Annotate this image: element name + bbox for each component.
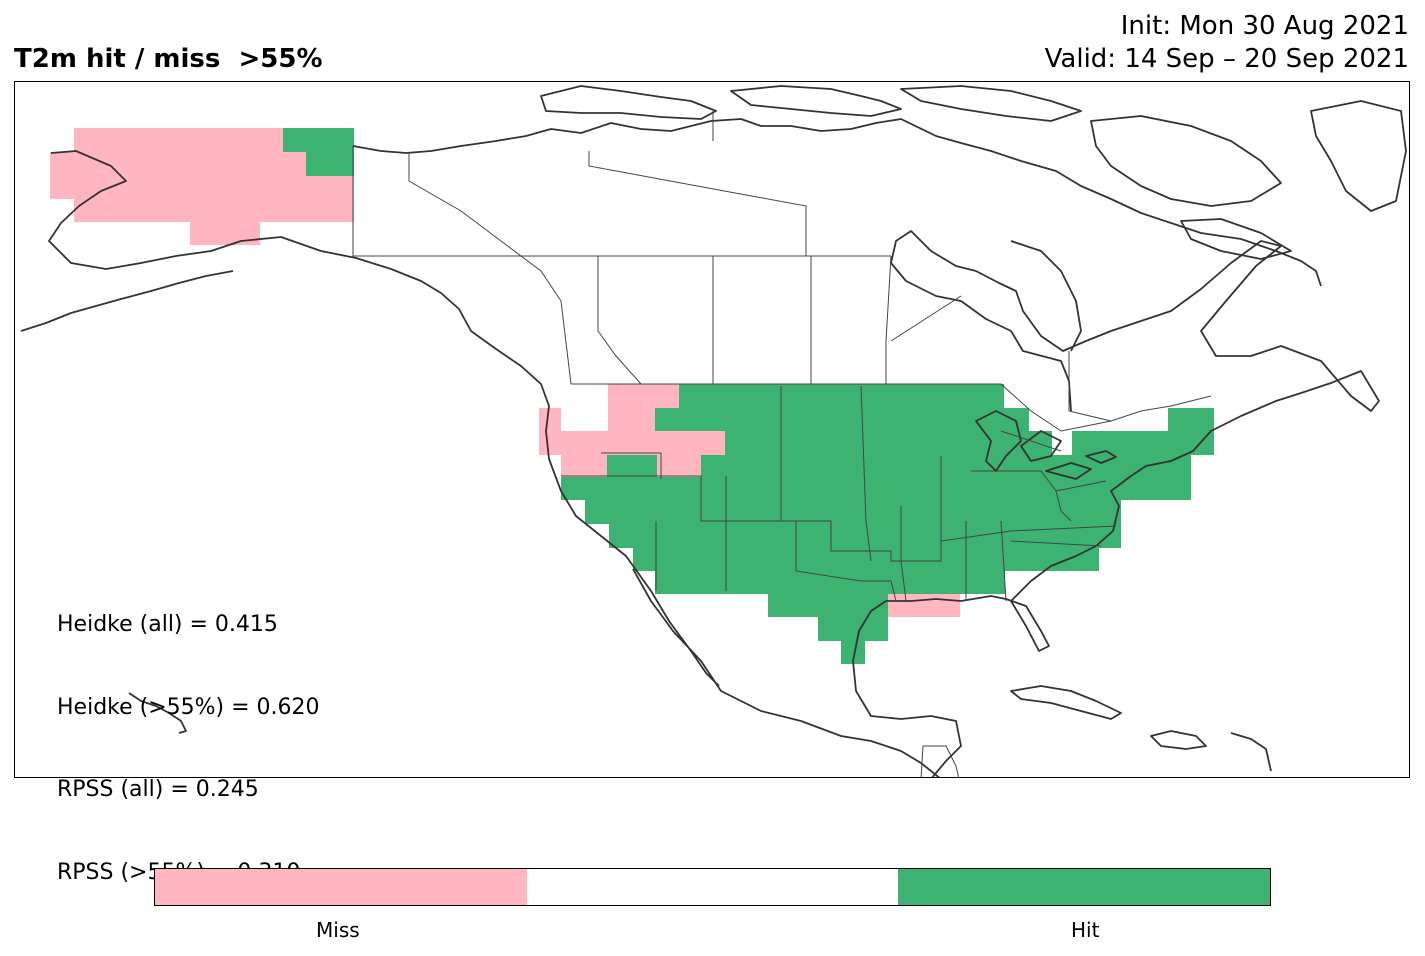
hit-cell [561, 477, 1191, 500]
hit-cell [283, 128, 354, 152]
north-america-coastline [48, 150, 940, 777]
hit-cell [655, 571, 1005, 594]
hit-cell [1072, 431, 1214, 455]
miss-cell [561, 431, 725, 455]
us-states [561, 385, 1117, 602]
hit-cell [1168, 408, 1214, 431]
miss-cell [561, 455, 607, 477]
rpss-all: RPSS (all) = 0.245 [57, 777, 259, 802]
canada-provinces [408, 111, 1112, 422]
hit-cell [306, 152, 354, 176]
us-canada-border [352, 146, 1212, 432]
hudson-bay [1010, 240, 1082, 352]
alaska-islands [20, 270, 234, 734]
colorbar-miss-segment [155, 869, 527, 905]
hit-cell [609, 524, 1121, 548]
hit-cell [679, 384, 1004, 408]
miss-cell [608, 384, 679, 408]
heidke-all: Heidke (all) = 0.415 [57, 612, 278, 637]
coastlines [20, 85, 1407, 777]
hit-cell [607, 455, 657, 477]
init-date: Init: Mon 30 Aug 2021 [1120, 11, 1409, 41]
hit-cell [655, 408, 1029, 431]
forecast-grid-cells [50, 128, 1214, 664]
miss-cell [539, 408, 561, 455]
heidke-55: Heidke (>55%) = 0.620 [57, 694, 320, 720]
mexico-guatemala-border [920, 745, 960, 777]
skill-scores: Heidke (all) = 0.415 Heidke (>55%) = 0.6… [57, 556, 320, 914]
arctic-coastline [352, 118, 1322, 287]
miss-cell [657, 455, 701, 477]
hit-cell [841, 641, 865, 664]
miss-cell [701, 431, 725, 455]
hit-cell [633, 548, 1099, 571]
hit-cell [818, 617, 888, 641]
miss-cell [888, 594, 960, 617]
east-coastline [890, 230, 1380, 602]
map-panel [14, 81, 1410, 778]
colorbar [154, 868, 1271, 906]
colorbar-label-hit: Hit [1071, 918, 1100, 942]
hit-cell [768, 594, 888, 617]
great-lakes [975, 410, 1117, 480]
hit-cell [701, 455, 1191, 477]
colorbar-hit-segment [898, 869, 1271, 905]
miss-cell [190, 222, 260, 245]
arctic-islands [540, 85, 1407, 260]
miss-cell [50, 152, 306, 176]
valid-period: Valid: 14 Sep – 20 Sep 2021 [1044, 44, 1409, 74]
miss-cell [74, 199, 354, 222]
miss-cell [608, 408, 655, 431]
gulf-coastline [852, 595, 1050, 777]
hit-cell [585, 500, 1121, 524]
hit-cell [725, 431, 1052, 455]
caribbean-islands [1010, 685, 1272, 772]
colorbar-label-miss: Miss [316, 918, 360, 942]
colorbar-neutral-segment [526, 869, 899, 905]
political-boundaries [352, 111, 1212, 777]
map-canvas [20, 85, 1407, 777]
date-info: Init: Mon 30 Aug 2021 Valid: 14 Sep – 20… [1045, 10, 1409, 76]
miss-cell [74, 128, 283, 152]
map-title: T2m hit / miss >55% [14, 44, 323, 74]
